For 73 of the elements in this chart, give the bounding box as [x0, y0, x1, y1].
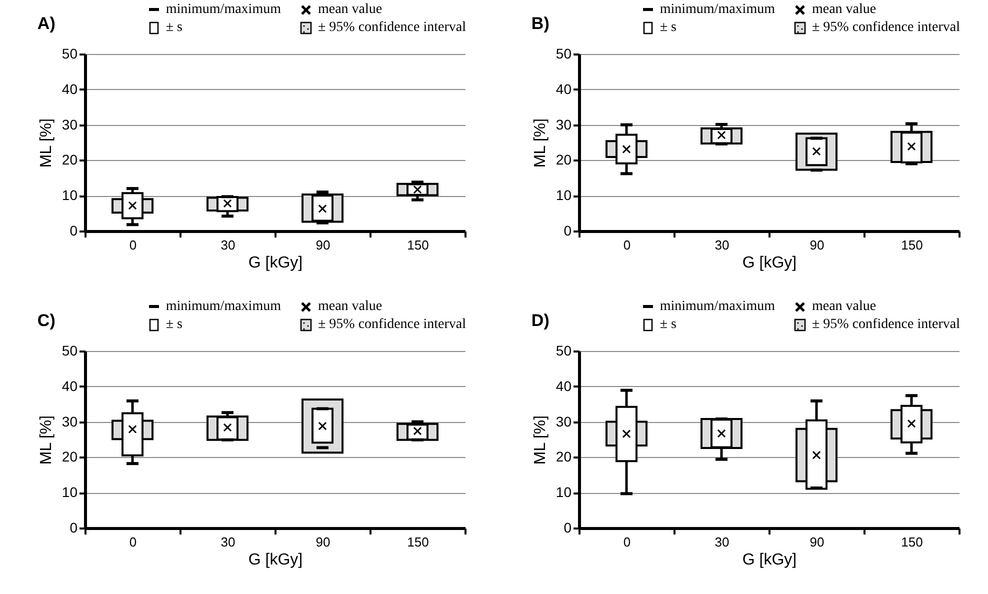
point — [812, 450, 821, 460]
legend-label: ± s — [660, 317, 676, 333]
legend-label: mean value — [812, 2, 876, 18]
x-tick-label: 150 — [407, 534, 429, 550]
x-tick-label: 150 — [407, 238, 429, 252]
y-tick-label: 50 — [62, 342, 78, 358]
x-tick-label: 30 — [220, 534, 236, 550]
y-tick-label: 50 — [62, 46, 78, 62]
y-tick-label: 20 — [556, 448, 572, 465]
text: minimum/maximum — [660, 2, 775, 18]
point — [907, 419, 916, 428]
chart-title: A) — [37, 14, 56, 33]
y-axis-title: ML [%] — [38, 118, 55, 168]
y-tick-label: 0 — [564, 520, 572, 536]
legend-label: ± s — [660, 20, 676, 36]
text: minimum/maximum — [166, 2, 281, 18]
y-tick-label: 30 — [556, 116, 572, 132]
legend-label: ± 95% confidence interval — [812, 317, 960, 333]
legend-label: ± 95% confidence interval — [318, 317, 466, 333]
y-tick-label: 20 — [556, 152, 572, 168]
text: minimum/maximum — [166, 299, 281, 315]
y-tick-label: 40 — [62, 80, 78, 97]
legend-label: ± s — [166, 317, 182, 333]
y-tick-label: 40 — [556, 378, 572, 394]
legend-label: mean value — [812, 299, 876, 315]
y-tick-label: 10 — [62, 187, 78, 204]
legend-label: mean value — [318, 299, 382, 315]
legend-label: ± s — [166, 20, 182, 36]
legend-label: ± 95% confidence interval — [318, 20, 466, 36]
x-axis-title: G [kGy] — [742, 552, 797, 568]
x-tick-label: 90 — [810, 534, 824, 550]
y-tick-label: 30 — [62, 116, 78, 132]
y-tick-label: 40 — [62, 378, 78, 394]
legend-label: mean value — [318, 2, 382, 18]
y-axis-title: ML [%] — [532, 118, 549, 168]
bar — [806, 137, 828, 166]
y-tick-label: 50 — [556, 342, 572, 358]
x-tick-label: 30 — [714, 238, 730, 252]
legend-label: ± 95% confidence interval — [812, 20, 960, 36]
x-tick-label: 0 — [129, 238, 137, 252]
y-tick-label: 30 — [556, 413, 572, 430]
y-tick-label: 30 — [62, 413, 78, 430]
x-tick-label: 150 — [901, 534, 923, 550]
x-axis-title: G [kGy] — [248, 254, 303, 272]
y-tick-label: 10 — [556, 187, 572, 204]
x-tick-label: 0 — [623, 238, 631, 252]
x-tick-label: 90 — [316, 534, 330, 550]
y-tick-label: 10 — [62, 484, 78, 500]
point — [622, 430, 631, 438]
chart-title: C) — [37, 311, 56, 330]
x-axis-title: G [kGy] — [742, 254, 797, 272]
chart-title: D) — [531, 311, 550, 330]
y-axis-title: ML [%] — [532, 415, 549, 465]
bar — [312, 408, 334, 444]
y-tick-label: 0 — [70, 520, 78, 536]
x-tick-label: 150 — [901, 238, 923, 252]
x-tick-label: 30 — [220, 238, 236, 252]
y-tick-label: 10 — [556, 484, 572, 500]
x-tick-label: 90 — [316, 238, 330, 252]
x-axis-title: G [kGy] — [248, 552, 303, 568]
chart-title: B) — [531, 14, 550, 33]
text: minimum/maximum — [660, 299, 775, 315]
x-tick-label: 90 — [810, 238, 824, 252]
x-tick-label: 0 — [129, 534, 137, 550]
y-tick-label: 20 — [62, 152, 78, 168]
x-tick-label: 30 — [714, 534, 730, 550]
y-tick-label: 40 — [556, 80, 572, 97]
x-tick-label: 0 — [623, 534, 631, 550]
y-tick-label: 0 — [70, 222, 78, 238]
y-tick-label: 20 — [62, 448, 78, 465]
y-tick-label: 0 — [564, 222, 572, 238]
y-axis-title: ML [%] — [38, 415, 55, 465]
y-tick-label: 50 — [556, 46, 572, 62]
